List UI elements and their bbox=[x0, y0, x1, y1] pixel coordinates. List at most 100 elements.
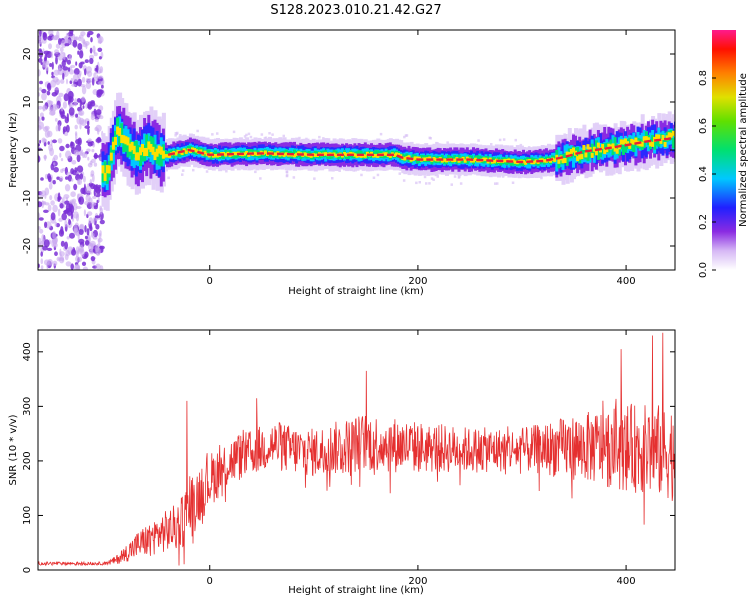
noise-blob bbox=[93, 205, 98, 210]
colorbar-tick-label: 0.4 bbox=[698, 166, 709, 182]
spectral-band bbox=[572, 147, 575, 153]
noise-blob bbox=[75, 61, 78, 66]
noise-blob bbox=[54, 118, 58, 122]
noise-blob bbox=[75, 132, 78, 142]
spectral-band bbox=[503, 158, 507, 163]
spectral-band bbox=[565, 155, 569, 166]
spectral-band bbox=[343, 152, 346, 156]
noise-blob bbox=[40, 62, 43, 65]
noise-blob bbox=[51, 61, 54, 70]
noise-blob bbox=[62, 126, 67, 133]
noise-blob bbox=[50, 200, 55, 206]
spectral-speckle bbox=[247, 132, 251, 136]
noise-blob bbox=[71, 198, 77, 204]
spectral-band bbox=[663, 142, 667, 147]
spectral-band bbox=[632, 139, 636, 145]
noise-blob bbox=[74, 36, 79, 41]
spectral-band bbox=[149, 144, 153, 153]
spectral-band bbox=[388, 154, 392, 158]
noise-blob bbox=[71, 178, 74, 182]
noise-blob bbox=[94, 215, 101, 219]
spectral-band bbox=[628, 137, 632, 148]
noise-blob bbox=[90, 37, 93, 43]
noise-blob bbox=[49, 63, 53, 67]
noise-blob bbox=[83, 209, 86, 217]
spectral-speckle bbox=[338, 169, 341, 172]
spectral-speckle bbox=[259, 177, 262, 180]
spectral-band bbox=[586, 151, 590, 162]
noise-blob bbox=[45, 60, 50, 66]
spectral-band bbox=[153, 151, 157, 160]
noise-blob bbox=[86, 33, 91, 38]
spectral-speckle bbox=[313, 177, 316, 180]
spectral-band bbox=[293, 153, 296, 158]
spectral-band bbox=[345, 153, 349, 157]
spectral-band bbox=[232, 151, 236, 156]
colorbar-ticks: 0.0 0.2 0.4 0.6 0.8 bbox=[698, 70, 716, 278]
snr-ytick-label: 200 bbox=[22, 451, 33, 470]
noise-blob bbox=[95, 263, 101, 270]
spectral-band bbox=[324, 152, 328, 156]
spectral-band bbox=[563, 158, 567, 163]
spectral-band bbox=[592, 146, 596, 152]
spectral-band bbox=[417, 156, 421, 161]
noise-blob bbox=[63, 93, 69, 102]
spectral-band bbox=[182, 149, 186, 156]
spectral-band bbox=[332, 152, 336, 156]
noise-blob bbox=[93, 217, 96, 225]
spectral-speckle bbox=[268, 132, 271, 135]
noise-blob bbox=[48, 43, 52, 50]
noise-blob bbox=[77, 43, 83, 50]
noise-blob bbox=[68, 54, 73, 61]
noise-blob bbox=[60, 79, 65, 84]
spectral-band bbox=[565, 151, 569, 157]
spectral-band bbox=[578, 154, 582, 160]
noise-blob bbox=[59, 152, 62, 158]
noise-blob bbox=[62, 72, 65, 80]
snr-xtick-label: 0 bbox=[207, 576, 213, 587]
noise-blob bbox=[52, 260, 58, 267]
spectral-band bbox=[524, 161, 528, 165]
spectral-band bbox=[434, 157, 438, 162]
noise-blob bbox=[38, 105, 43, 110]
noise-blob bbox=[65, 124, 70, 133]
spectral-speckle bbox=[249, 135, 253, 139]
spectral-band bbox=[397, 153, 401, 157]
noise-blob bbox=[71, 249, 77, 256]
spectral-band bbox=[188, 145, 192, 153]
spectral-band bbox=[128, 143, 132, 152]
spectral-band bbox=[114, 136, 117, 145]
spectral-band bbox=[671, 130, 675, 136]
colorbar-tick-label: 0.2 bbox=[698, 214, 709, 230]
noise-blob bbox=[87, 80, 92, 83]
noise-blob bbox=[55, 43, 61, 49]
noise-blob bbox=[66, 59, 71, 65]
spectral-band bbox=[488, 157, 492, 161]
noise-blob bbox=[39, 112, 44, 118]
spectral-speckle bbox=[282, 134, 285, 138]
spectral-band bbox=[157, 149, 161, 166]
spectral-speckle bbox=[519, 143, 523, 147]
spectral-band bbox=[457, 159, 461, 163]
spectral-band bbox=[649, 141, 652, 147]
spectral-band bbox=[193, 148, 197, 152]
noise-blob bbox=[38, 121, 44, 130]
noise-blob bbox=[75, 250, 79, 258]
spectral-band bbox=[490, 160, 494, 164]
noise-blob bbox=[84, 225, 87, 233]
noise-blob bbox=[75, 113, 79, 118]
noise-blob bbox=[38, 69, 41, 77]
noise-blob bbox=[44, 173, 48, 180]
spectral-speckle bbox=[432, 178, 435, 181]
spectral-band bbox=[370, 151, 373, 156]
spectral-speckle bbox=[216, 132, 219, 135]
noise-blob bbox=[93, 49, 96, 55]
spectral-band bbox=[374, 150, 378, 157]
noise-blob bbox=[75, 267, 79, 270]
colorbar-tick-label: 0.0 bbox=[698, 262, 709, 278]
noise-blob bbox=[57, 192, 61, 199]
spectral-band bbox=[263, 150, 267, 154]
spectral-band bbox=[282, 153, 286, 157]
spectral-band bbox=[582, 145, 586, 150]
spectral-speckle bbox=[322, 137, 325, 140]
